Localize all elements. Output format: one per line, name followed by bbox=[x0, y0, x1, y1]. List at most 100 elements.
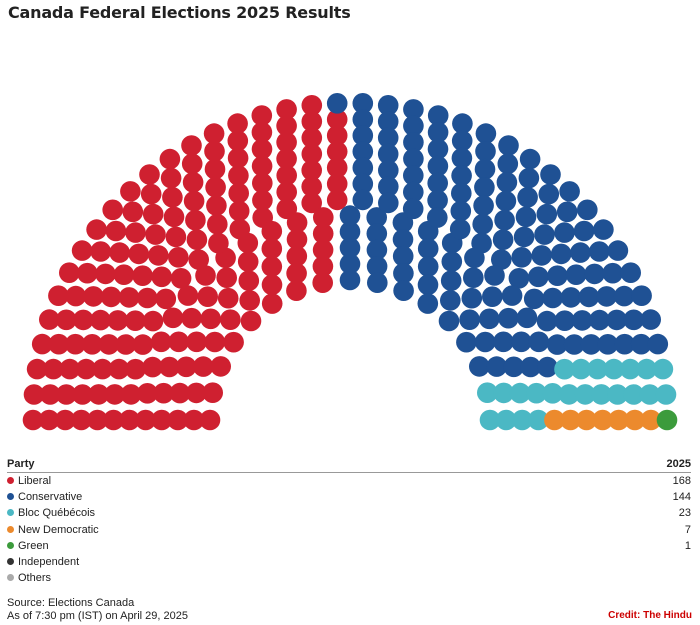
seat-liberal bbox=[175, 356, 197, 378]
seat-conservative bbox=[427, 172, 449, 194]
seat-bloc-qu-b-cois bbox=[574, 384, 596, 405]
seat-count: 23 bbox=[678, 507, 691, 520]
seat-conservative bbox=[571, 310, 593, 331]
seat-liberal bbox=[88, 384, 109, 405]
seat-liberal bbox=[151, 266, 172, 288]
party-name: Liberal bbox=[18, 475, 52, 487]
seat-conservative bbox=[367, 272, 388, 293]
seat-liberal bbox=[142, 203, 164, 225]
seat-liberal bbox=[223, 331, 244, 353]
seat-liberal bbox=[122, 201, 144, 223]
seat-liberal bbox=[326, 125, 348, 146]
seat-conservative bbox=[492, 229, 514, 250]
seat-liberal bbox=[261, 238, 283, 259]
independent-swatch-icon bbox=[7, 558, 14, 566]
seat-liberal bbox=[65, 285, 87, 307]
seat-liberal bbox=[186, 382, 207, 404]
seat-conservative bbox=[496, 172, 518, 193]
seat-conservative bbox=[377, 143, 399, 165]
seat-conservative bbox=[528, 331, 550, 353]
seat-liberal bbox=[132, 265, 153, 286]
seat-liberal bbox=[90, 309, 111, 331]
seat-conservative bbox=[501, 285, 523, 306]
seat-conservative bbox=[528, 266, 549, 288]
seat-liberal bbox=[182, 172, 204, 193]
seat-liberal bbox=[125, 222, 146, 243]
seat-conservative bbox=[580, 334, 602, 355]
seat-conservative bbox=[597, 334, 619, 355]
seat-new-democratic bbox=[592, 409, 613, 431]
seat-conservative bbox=[563, 334, 585, 355]
green-swatch-icon bbox=[7, 541, 14, 549]
seat-conservative bbox=[596, 286, 617, 307]
seat-liberal bbox=[167, 409, 189, 431]
seat-conservative bbox=[550, 243, 572, 265]
seat-liberal bbox=[102, 199, 123, 221]
chart-title: Canada Federal Elections 2025 Results bbox=[8, 3, 351, 22]
party-cell: Green bbox=[7, 538, 547, 554]
seat-liberal bbox=[168, 247, 189, 268]
seat-conservative bbox=[493, 331, 514, 353]
seat-liberal bbox=[301, 95, 323, 116]
seat-conservative bbox=[449, 218, 471, 240]
party-column-header: Party bbox=[7, 456, 547, 473]
seat-conservative bbox=[520, 356, 541, 378]
seat-conservative bbox=[469, 356, 490, 377]
seat-conservative bbox=[427, 190, 448, 211]
seat-conservative bbox=[584, 263, 605, 285]
seat-conservative bbox=[352, 157, 374, 178]
seat-conservative bbox=[402, 198, 424, 220]
seat-liberal bbox=[75, 358, 97, 380]
seat-liberal bbox=[135, 409, 156, 431]
seat-conservative bbox=[631, 285, 652, 307]
seat-count: 1 bbox=[684, 539, 691, 552]
seat-conservative bbox=[451, 165, 472, 186]
seat-conservative bbox=[593, 219, 614, 240]
seat-conservative bbox=[536, 310, 558, 332]
table-row: Liberal 168 bbox=[7, 473, 691, 490]
seat-conservative bbox=[554, 222, 575, 243]
seat-liberal bbox=[301, 160, 323, 181]
seat-liberal bbox=[326, 141, 348, 162]
seat-liberal bbox=[286, 263, 307, 284]
table-row: Others bbox=[7, 570, 691, 586]
seat-conservative bbox=[494, 209, 515, 231]
seat-conservative bbox=[475, 141, 496, 162]
seat-bloc-qu-b-cois bbox=[603, 358, 625, 380]
seat-conservative bbox=[427, 138, 449, 160]
seat-bloc-qu-b-cois bbox=[591, 384, 612, 405]
seat-liberal bbox=[56, 309, 77, 331]
seat-liberal bbox=[276, 115, 297, 137]
seat-liberal bbox=[204, 331, 226, 353]
seat-conservative bbox=[486, 356, 508, 377]
seat-conservative bbox=[511, 331, 532, 353]
seat-liberal bbox=[326, 189, 348, 211]
seat-conservative bbox=[620, 262, 641, 283]
seat-conservative bbox=[498, 135, 519, 156]
seat-conservative bbox=[326, 93, 348, 114]
seat-conservative bbox=[531, 245, 552, 266]
seat-liberal bbox=[72, 384, 93, 405]
results-table-body: Liberal 168 Conservative 144 Bloc Québécois 2… bbox=[7, 473, 691, 587]
seat-liberal bbox=[204, 158, 226, 180]
seat-liberal bbox=[48, 333, 70, 355]
seat-conservative bbox=[464, 247, 485, 269]
seat-liberal bbox=[301, 111, 323, 132]
seat-conservative bbox=[352, 93, 374, 114]
seat-conservative bbox=[339, 269, 361, 291]
seat-liberal bbox=[301, 192, 323, 214]
seat-conservative bbox=[495, 190, 517, 212]
seat-conservative bbox=[534, 224, 555, 245]
seat-bloc-qu-b-cois bbox=[558, 384, 580, 405]
seat-new-democratic bbox=[640, 409, 662, 431]
seat-liberal bbox=[120, 181, 141, 202]
seat-liberal bbox=[31, 333, 53, 355]
seat-bloc-qu-b-cois bbox=[570, 358, 592, 380]
seat-liberal bbox=[165, 226, 187, 248]
seat-liberal bbox=[119, 409, 140, 431]
seat-liberal bbox=[170, 268, 192, 289]
seat-liberal bbox=[142, 310, 164, 332]
seat-liberal bbox=[276, 99, 297, 120]
seat-conservative bbox=[511, 247, 532, 268]
seat-liberal bbox=[197, 286, 218, 308]
